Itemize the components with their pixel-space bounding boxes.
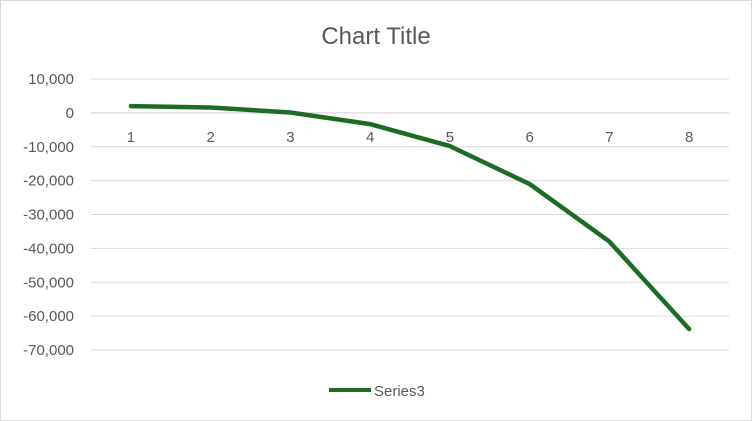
- y-tick-label: -60,000: [23, 308, 74, 325]
- y-tick-label: -40,000: [23, 240, 74, 257]
- chart-title: Chart Title: [321, 23, 430, 50]
- y-tick-label: -30,000: [23, 207, 74, 224]
- x-tick-label: 5: [446, 129, 454, 146]
- x-tick-label: 2: [206, 129, 214, 146]
- y-tick-label: 0: [66, 105, 74, 122]
- legend: Series3: [329, 383, 425, 400]
- series-lines: [128, 103, 692, 332]
- y-tick-label: -50,000: [23, 274, 74, 291]
- x-axis-ticks: 1 2 3 4 5 6 7 8: [127, 129, 694, 146]
- y-tick-label: -20,000: [23, 173, 74, 190]
- y-axis-ticks: 10,000 0 -10,000 -20,000 -30,000 -40,000 -50,0…: [23, 71, 74, 359]
- gridlines: [91, 78, 729, 351]
- series-line-0: [128, 103, 692, 332]
- x-tick-label: 4: [366, 129, 374, 146]
- x-tick-label: 8: [685, 129, 693, 146]
- y-tick-label: -10,000: [23, 139, 74, 156]
- x-tick-label: 1: [127, 129, 135, 146]
- x-tick-label: 6: [525, 129, 533, 146]
- x-tick-label: 7: [605, 129, 613, 146]
- legend-label-series3: Series3: [374, 383, 425, 400]
- y-tick-label: -70,000: [23, 342, 74, 359]
- x-tick-label: 3: [286, 129, 294, 146]
- y-tick-label: 10,000: [28, 71, 74, 88]
